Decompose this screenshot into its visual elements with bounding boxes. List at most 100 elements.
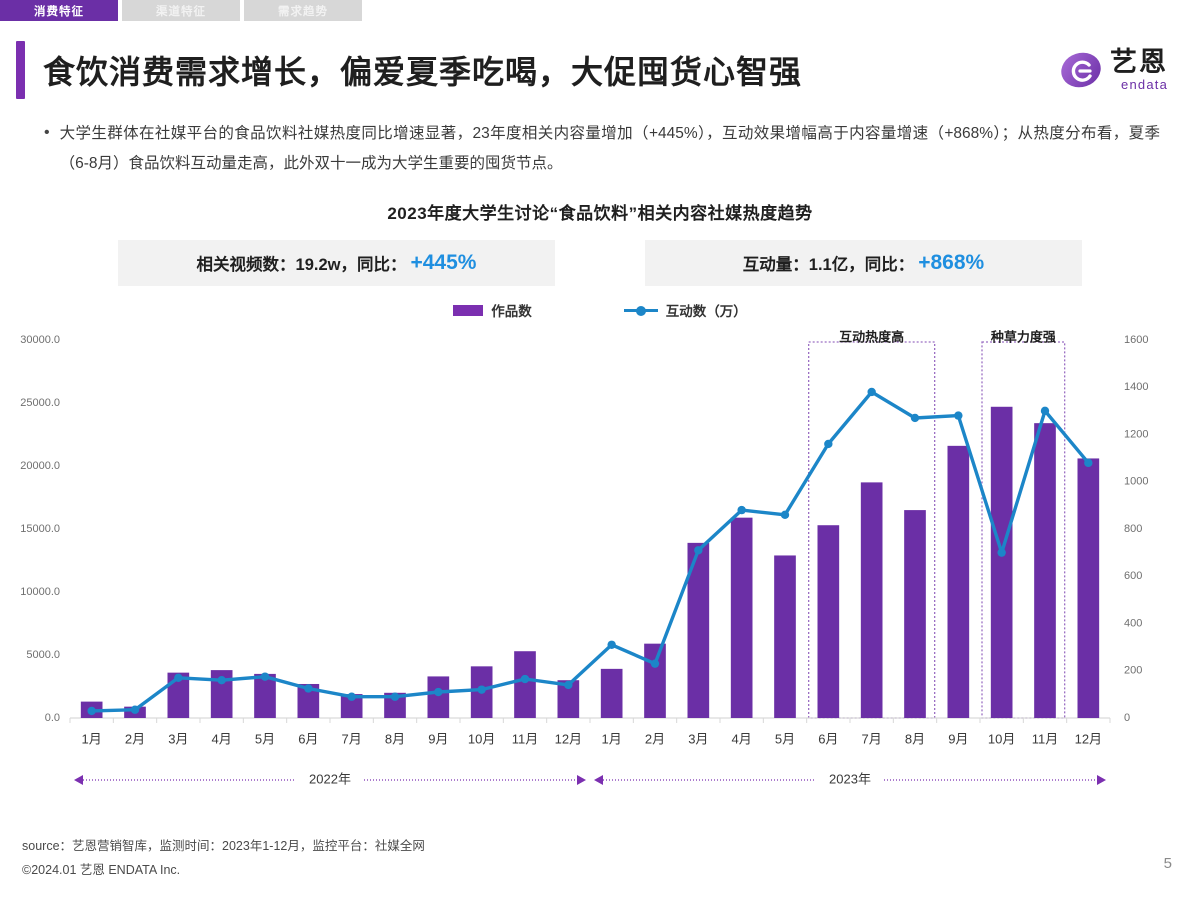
line-point-11月 <box>520 674 530 684</box>
bullet-paragraph: • 大学生群体在社媒平台的食品饮料社媒热度同比增速显著，23年度相关内容量增加（… <box>44 119 1160 179</box>
bar-4月 <box>210 670 233 718</box>
svg-text:4月: 4月 <box>212 731 232 746</box>
line-point-10月 <box>477 685 486 694</box>
title-row: 食饮消费需求增长，偏爱夏季吃喝，大促囤货心智强 艺恩 endata <box>0 39 1200 101</box>
legend-line-swatch-icon <box>623 304 658 316</box>
tab-label: 消费特征 <box>34 5 84 18</box>
svg-text:8月: 8月 <box>385 731 405 746</box>
stat-box-videos: 相关视频数：19.2w，同比： +445% <box>118 240 555 286</box>
svg-text:12月: 12月 <box>1075 731 1102 746</box>
combo-chart: 0.0 5000.0 10000.0 15000.0 20000.0 25000.0 300… <box>20 329 1148 786</box>
svg-text:11月: 11月 <box>512 731 539 746</box>
logo-text-en: endata <box>1121 76 1168 92</box>
svg-text:互动热度高: 互动热度高 <box>839 329 904 344</box>
bar-9月 <box>427 676 450 718</box>
title-accent-bar <box>16 41 25 99</box>
svg-text:2月: 2月 <box>645 731 665 746</box>
svg-text:10月: 10月 <box>988 731 1015 746</box>
svg-text:0.0: 0.0 <box>45 712 60 724</box>
legend-label: 互动数（万） <box>665 304 747 319</box>
stat-label: 互动量：1.1亿，同比： <box>742 256 915 274</box>
svg-text:30000.0: 30000.0 <box>20 334 60 346</box>
bar-12月 <box>557 680 580 718</box>
bar-3月 <box>687 542 710 718</box>
chart-legend: 作品数 互动数（万） <box>0 300 1200 320</box>
bar-11月 <box>514 651 536 718</box>
svg-text:9月: 9月 <box>948 731 968 746</box>
line-point-4月 <box>737 505 746 515</box>
svg-text:600: 600 <box>1124 570 1142 582</box>
svg-text:6月: 6月 <box>818 731 838 746</box>
chart-heading: 2023年度大学生讨论“食品饮料”相关内容社媒热度趋势 <box>387 204 813 223</box>
tab-label: 需求趋势 <box>278 5 328 18</box>
line-point-11月 <box>1040 406 1050 416</box>
svg-text:20000.0: 20000.0 <box>20 460 60 472</box>
svg-text:800: 800 <box>1124 523 1142 535</box>
page-title: 食饮消费需求增长，偏爱夏季吃喝，大促囤货心智强 <box>43 54 803 90</box>
svg-text:12月: 12月 <box>555 731 582 746</box>
bar-4月 <box>730 517 753 718</box>
line-point-7月 <box>867 387 876 397</box>
svg-text:2023年: 2023年 <box>829 771 871 786</box>
line-point-1月 <box>87 706 96 716</box>
svg-text:8月: 8月 <box>905 731 925 746</box>
line-point-8月 <box>910 413 920 423</box>
svg-text:15000.0: 15000.0 <box>20 523 60 535</box>
svg-text:11月: 11月 <box>1032 731 1059 746</box>
stat-value: +868% <box>918 251 985 274</box>
svg-text:5000.0: 5000.0 <box>26 649 60 661</box>
line-point-10月 <box>997 548 1006 557</box>
legend-bar-swatch-icon <box>453 304 484 316</box>
bar-3月 <box>167 672 190 718</box>
logo-text-cn: 艺恩 <box>1110 46 1168 77</box>
line-point-9月 <box>434 687 443 697</box>
stat-box-row: 相关视频数：19.2w，同比： +445% 互动量：1.1亿，同比： +868% <box>118 240 1082 286</box>
svg-text:1月: 1月 <box>82 731 102 746</box>
footer-source: source：艺恩营销智库，监测时间：2023年1-12月，监控平台：社媒全网 <box>22 839 425 853</box>
bar-12月 <box>1077 458 1100 718</box>
bar-11月 <box>1034 423 1056 718</box>
svg-text:10000.0: 10000.0 <box>20 586 60 598</box>
page-number: 5 <box>1163 855 1172 872</box>
svg-text:2月: 2月 <box>125 731 145 746</box>
svg-text:3月: 3月 <box>688 731 708 746</box>
tab-demand-trends[interactable]: 需求趋势 <box>244 0 362 21</box>
svg-text:7月: 7月 <box>342 731 362 746</box>
line-point-9月 <box>954 411 963 420</box>
line-point-1月 <box>607 640 616 649</box>
svg-text:1200: 1200 <box>1124 428 1148 440</box>
tab-strip-filler <box>362 0 1200 21</box>
svg-text:2022年: 2022年 <box>309 771 351 786</box>
svg-text:9月: 9月 <box>428 731 448 746</box>
tab-strip: 消费特征 渠道特征 需求趋势 <box>0 0 1200 21</box>
bar-10月 <box>990 406 1013 718</box>
tab-consumption-features[interactable]: 消费特征 <box>0 0 118 21</box>
line-point-7月 <box>347 692 356 701</box>
legend-item-works[interactable]: 作品数 <box>453 300 532 320</box>
svg-text:1000: 1000 <box>1124 476 1148 488</box>
bar-6月 <box>817 525 840 718</box>
footer-copyright: ©2024.01 艺恩 ENDATA Inc. <box>22 863 181 877</box>
line-point-12月 <box>1084 458 1093 468</box>
svg-text:5月: 5月 <box>255 731 275 746</box>
bullet-marker: • <box>44 124 50 141</box>
bar-8月 <box>384 692 406 718</box>
svg-text:3月: 3月 <box>168 731 188 746</box>
tab-channel-features[interactable]: 渠道特征 <box>122 0 240 21</box>
line-point-5月 <box>260 672 270 681</box>
stat-box-interactions: 互动量：1.1亿，同比： +868% <box>645 240 1082 286</box>
bar-9月 <box>947 445 970 718</box>
footer: source：艺恩营销智库，监测时间：2023年1-12月，监控平台：社媒全网 … <box>22 834 425 882</box>
bar-1月 <box>600 668 623 718</box>
legend-item-interactions[interactable]: 互动数（万） <box>623 300 747 320</box>
line-point-12月 <box>564 680 573 690</box>
bar-7月 <box>860 482 883 718</box>
bar-8月 <box>904 510 926 718</box>
svg-text:0: 0 <box>1124 712 1130 724</box>
bar-5月 <box>774 555 796 718</box>
line-point-8月 <box>390 692 400 701</box>
stat-label: 相关视频数：19.2w，同比： <box>196 256 407 274</box>
line-point-2月 <box>130 705 140 714</box>
line-point-6月 <box>824 439 833 449</box>
line-point-5月 <box>780 510 790 520</box>
